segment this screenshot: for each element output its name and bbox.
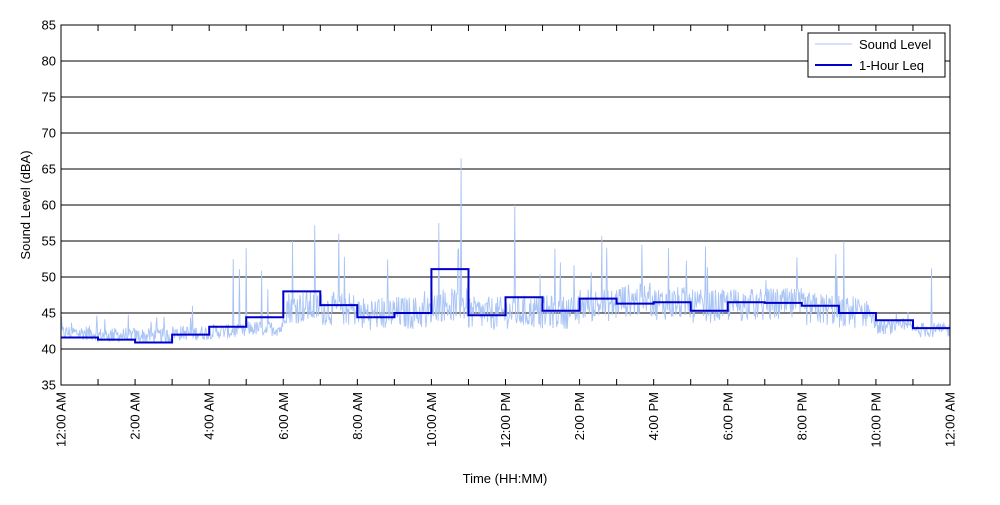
series-1-hour-leq [61,268,950,344]
y-tick-label: 85 [42,18,56,33]
y-tick-label: 45 [42,306,56,321]
y-tick-label: 75 [42,90,56,105]
plot-frame [60,24,951,386]
x-tick-label: 6:00 AM [276,392,291,440]
x-axis-label: Time (HH:MM) [463,471,548,486]
x-tick-label: 10:00 PM [868,392,883,448]
x-tick-label: 4:00 PM [646,392,661,440]
legend-label-leq: 1-Hour Leq [859,58,924,73]
x-tick-label: 12:00 AM [54,392,69,447]
x-tick-label: 6:00 PM [720,392,735,440]
y-tick-label: 70 [42,126,56,141]
series-layer [60,158,951,344]
legend-label-sound-level: Sound Level [859,37,931,52]
x-tick-label: 12:00 AM [943,392,958,447]
y-tick-label: 35 [42,378,56,393]
y-tick-label: 60 [42,198,56,213]
x-tick-label: 12:00 PM [498,392,513,448]
x-tick-label: 8:00 AM [350,392,365,440]
y-tick-label: 40 [42,342,56,357]
x-tick-label: 8:00 PM [794,392,809,440]
y-tick-label: 65 [42,162,56,177]
legend-box [807,32,946,78]
x-tick-label: 2:00 AM [128,392,143,440]
y-tick-label: 80 [42,54,56,69]
y-tick-label: 50 [42,270,56,285]
y-axis-label: Sound Level (dBA) [18,150,33,259]
x-axis-ticks: 12:00 AM 2:00 AM 4:00 AM 6:00 AM 8:00 AM 10:0… [54,25,958,448]
y-tick-label: 55 [42,234,56,249]
y-axis-ticks: 35 40 45 50 55 60 65 70 75 80 85 [42,18,56,393]
x-tick-label: 2:00 PM [572,392,587,440]
x-tick-label: 4:00 AM [202,392,217,440]
legend: Sound Level 1-Hour Leq [807,32,946,78]
x-tick-label: 10:00 AM [424,392,439,447]
